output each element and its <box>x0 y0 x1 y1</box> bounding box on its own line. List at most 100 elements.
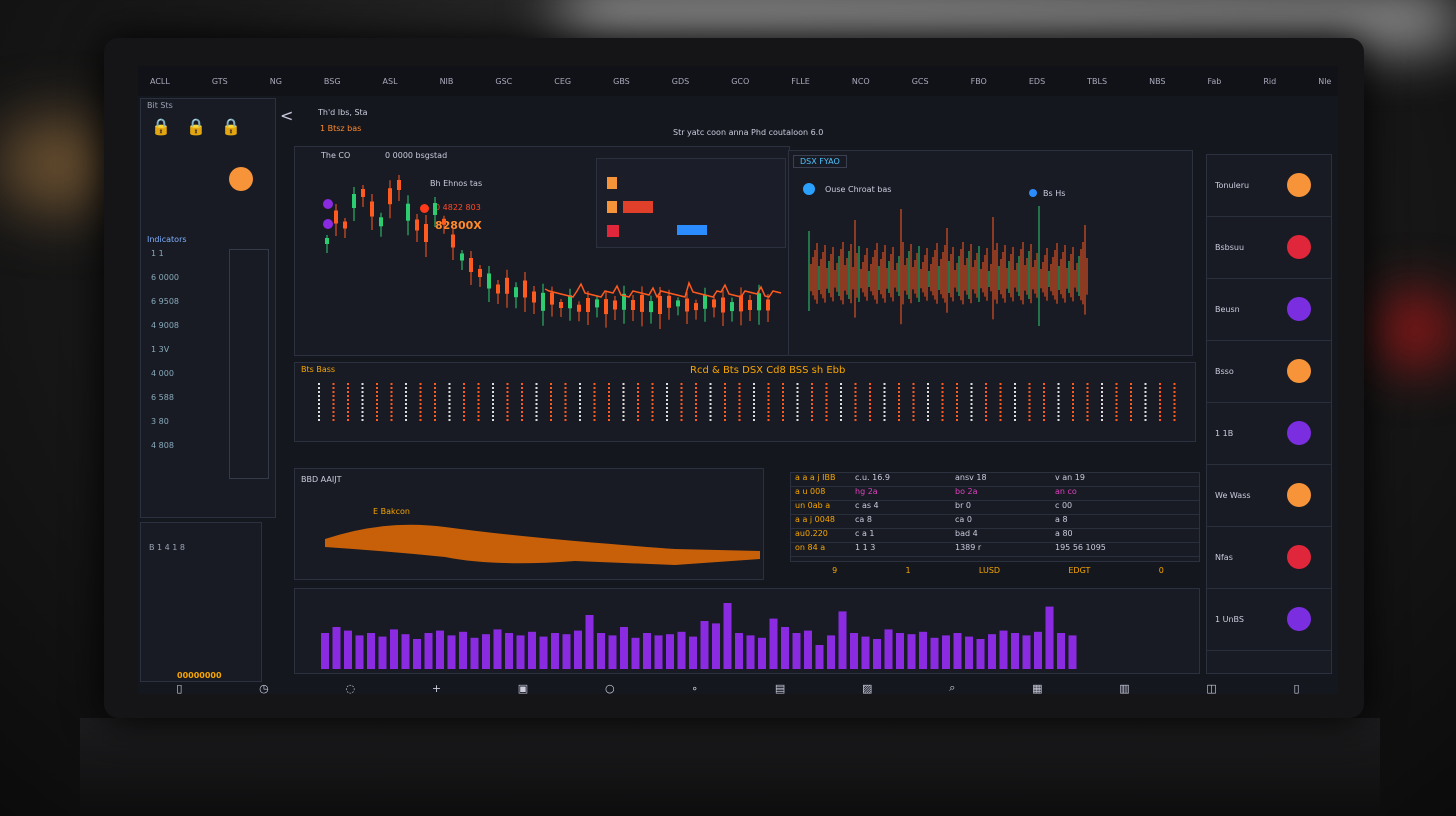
indicator-item[interactable]: 1 1 <box>151 249 164 258</box>
chat-icon[interactable]: ◌ <box>345 681 356 695</box>
indicator-item[interactable]: 6 588 <box>151 393 174 402</box>
circle-icon[interactable]: ○ <box>604 681 615 695</box>
indicator-item[interactable]: 4 9008 <box>151 321 179 330</box>
table-cell: ca 8 <box>855 515 872 524</box>
grid-icon[interactable]: ▦ <box>1032 681 1043 695</box>
menu-item[interactable]: GDS <box>671 76 690 86</box>
item-label: Bsso <box>1215 367 1234 376</box>
candle <box>388 188 392 205</box>
watchlist-item[interactable]: We Wass <box>1207 465 1331 527</box>
candle <box>523 280 527 298</box>
indicator-item[interactable]: 4 808 <box>151 441 174 450</box>
search-icon[interactable]: ⌕ <box>949 681 956 694</box>
menu-item[interactable]: GCS <box>911 76 929 86</box>
watchlist-item[interactable]: Tonuleru <box>1207 155 1331 217</box>
sell-button[interactable] <box>623 201 653 213</box>
menu-item[interactable]: FBO <box>970 76 987 86</box>
footer-text: B 1 4 1 8 <box>149 543 186 552</box>
candle <box>334 210 338 224</box>
table-cell: c 00 <box>1055 501 1073 510</box>
indicator-item[interactable]: 4 000 <box>151 369 174 378</box>
indicator-item[interactable]: 6 0000 <box>151 273 179 282</box>
candle <box>748 300 752 310</box>
watchlist-item[interactable]: Beusn <box>1207 279 1331 341</box>
media-icon[interactable]: ▣ <box>517 681 529 695</box>
watchlist-item[interactable]: Bsbsuu <box>1207 217 1331 279</box>
buy-button[interactable] <box>677 225 707 235</box>
lock-icons[interactable]: 🔒 🔒 🔒 <box>151 117 242 136</box>
item-label: 1 1B <box>1215 429 1234 438</box>
indicator-item[interactable]: 6 9508 <box>151 297 179 306</box>
badge: 00000000 <box>177 671 222 680</box>
menu-item[interactable]: NIB <box>439 76 454 86</box>
menu-item[interactable]: EDS <box>1028 76 1046 86</box>
window-icon[interactable]: ◫ <box>1206 681 1217 695</box>
dot-icon[interactable]: ∘ <box>691 681 699 695</box>
doc-icon[interactable]: ▤ <box>774 681 786 695</box>
item-label: We Wass <box>1215 491 1251 500</box>
clock-icon[interactable]: ◷ <box>259 681 269 695</box>
candle <box>487 273 491 289</box>
candlestick-chart <box>325 175 782 329</box>
table-row[interactable]: un 0ab a c as 4 br 0 c 00 <box>791 501 1199 515</box>
volume-bar <box>1022 635 1031 669</box>
volume-bar <box>953 633 962 669</box>
indicator-item[interactable]: 1 3V <box>151 345 170 354</box>
volume-bar <box>643 633 651 669</box>
menu-item[interactable]: CEG <box>554 76 572 86</box>
watchlist-item[interactable]: Bsso <box>1207 341 1331 403</box>
menu-item[interactable]: NBS <box>1149 76 1166 86</box>
price-big: 82800X <box>435 219 482 232</box>
watchlist-item[interactable]: 1 1B <box>1207 403 1331 465</box>
volume-bar <box>815 645 824 669</box>
watchlist-item[interactable]: 1 UnBS <box>1207 589 1331 651</box>
watchlist-item[interactable]: Nfas <box>1207 527 1331 589</box>
indicator-item[interactable]: 3 80 <box>151 417 169 426</box>
item-label: Tonuleru <box>1215 181 1250 190</box>
menu-item[interactable]: GTS <box>211 76 228 86</box>
table-row[interactable]: au0.220 c a 1 bad 4 a 80 <box>791 529 1199 543</box>
menu-item[interactable]: Fab <box>1207 76 1222 86</box>
menu-item[interactable]: GSC <box>495 76 513 86</box>
chart-tab[interactable]: DSX FYAO <box>793 155 847 168</box>
volume-bar <box>666 634 674 669</box>
volume-bar <box>470 637 479 669</box>
file-icon[interactable]: ▥ <box>1119 681 1130 695</box>
table-footer: 9 1 LUSD EDGT 0 <box>798 566 1198 575</box>
table-row[interactable]: a a j 0048 ca 8 ca 0 a 8 <box>791 515 1199 529</box>
table-row[interactable]: a a a j IBB c.u. 16.9 ansv 18 v an 19 <box>791 473 1199 487</box>
volume-bar <box>735 633 743 669</box>
menu-item[interactable]: ACLL <box>150 76 170 86</box>
device-icon[interactable]: ▯ <box>1293 681 1300 695</box>
page-title: Th'd Ibs, Sta <box>318 108 368 117</box>
menu-item[interactable]: GBS <box>613 76 630 86</box>
volume-bar <box>873 639 881 669</box>
candle <box>352 194 356 208</box>
phone-icon[interactable]: ▯ <box>176 681 183 695</box>
menu-item[interactable]: NCO <box>851 76 870 86</box>
volume-bar <box>689 636 697 669</box>
volume-bar <box>367 633 375 669</box>
back-icon[interactable]: < <box>280 106 294 125</box>
menu-item[interactable]: ASL <box>382 76 398 86</box>
menu-item[interactable]: FLLE <box>791 76 810 86</box>
menu-item[interactable]: NG <box>269 76 282 86</box>
table-cell: a u 008 <box>795 487 826 496</box>
menu-item[interactable]: BSG <box>323 76 341 86</box>
left-sidebar: Bit Sts 🔒 🔒 🔒 Indicators 1 1 6 0000 6 9508… <box>140 98 276 518</box>
tick-strip-chart <box>318 383 1176 423</box>
menu-item[interactable]: Nle <box>1318 76 1332 86</box>
image-icon[interactable]: ▨ <box>862 681 873 695</box>
menu-item[interactable]: GCO <box>731 76 750 86</box>
status-dot <box>1287 545 1311 569</box>
laptop-base <box>80 718 1380 816</box>
table-row[interactable]: on 84 a 1 1 3 1389 r 195 56 1095 <box>791 543 1199 557</box>
menu-item[interactable]: Rid <box>1263 76 1277 86</box>
add-icon[interactable]: + <box>431 681 442 695</box>
menu-item[interactable]: TBLS <box>1087 76 1108 86</box>
candle <box>370 201 374 217</box>
volume-bar <box>378 636 387 669</box>
table-row[interactable]: a u 008 hg 2a bo 2a an co <box>791 487 1199 501</box>
candle <box>622 293 626 310</box>
scroll-panel[interactable] <box>229 249 269 479</box>
